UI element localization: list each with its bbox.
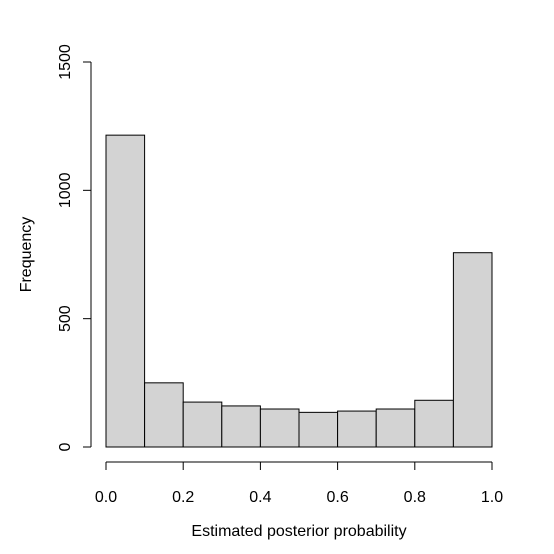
x-tick-label: 0.2	[172, 489, 194, 506]
y-tick-label: 1000	[57, 172, 74, 208]
x-tick-label: 0.0	[95, 489, 117, 506]
y-tick-label: 1500	[57, 44, 74, 80]
histogram-bar-2	[182, 401, 223, 448]
x-tick-label: 1.0	[481, 489, 503, 506]
x-axis: 0.0 0.2 0.4 0.6 0.8 1.0	[95, 461, 503, 506]
x-tick-label: 0.6	[326, 489, 348, 506]
x-tick-label: 0.8	[404, 489, 426, 506]
x-axis-title: Estimated posterior probability	[191, 523, 406, 540]
y-axis-title: Frequency	[18, 217, 35, 293]
y-tick-label: 500	[57, 305, 74, 332]
histogram-bar-6	[337, 410, 377, 448]
histogram-bar-8	[414, 399, 454, 448]
histogram-bar-1	[144, 382, 184, 448]
x-tick-label: 0.4	[249, 489, 271, 506]
bars-group	[105, 134, 493, 448]
histogram-bar-3	[221, 405, 261, 448]
histogram-bar-5	[298, 411, 339, 448]
y-axis: 0 500 1000 1500	[57, 44, 92, 451]
histogram-bar-4	[259, 408, 300, 448]
histogram-bar-9	[452, 252, 493, 448]
histogram-bar-0	[105, 134, 146, 448]
y-tick-label: 0	[57, 442, 74, 451]
histogram-bar-7	[375, 408, 416, 448]
